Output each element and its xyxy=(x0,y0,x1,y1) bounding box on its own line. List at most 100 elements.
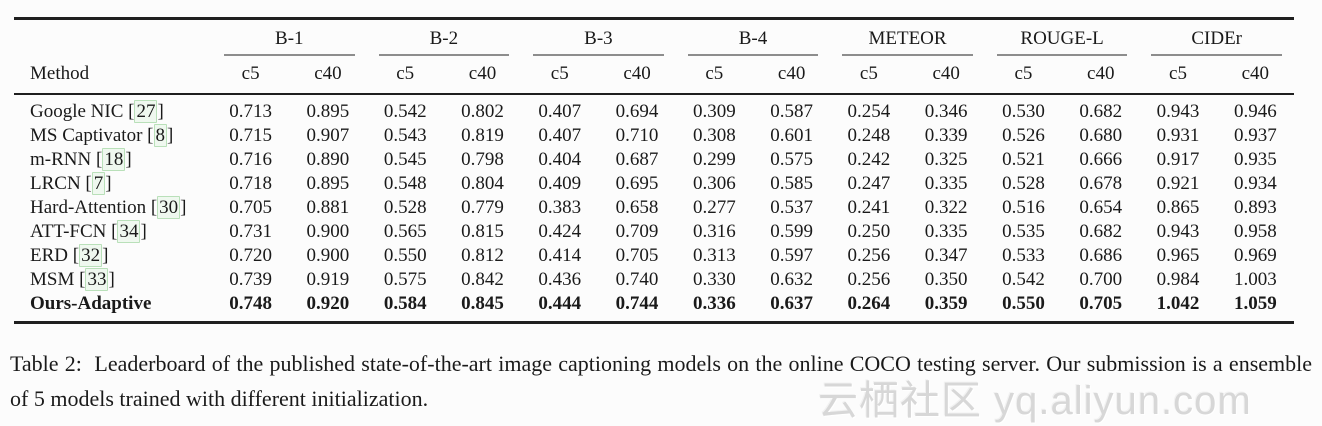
metric-value: 0.637 xyxy=(770,293,813,314)
table-caption: Table 2: Leaderboard of the published st… xyxy=(10,346,1312,416)
metric-value: 0.575 xyxy=(770,149,813,170)
metric-value: 0.943 xyxy=(1156,221,1200,242)
citation-link[interactable]: 34 xyxy=(117,220,141,243)
subheader-c40: c40 xyxy=(598,56,676,95)
metric-value: 0.528 xyxy=(383,197,427,218)
metric-value: 0.890 xyxy=(306,149,350,170)
metric-value: 0.548 xyxy=(383,173,427,194)
metric-value: 0.666 xyxy=(1079,149,1123,170)
group-header-b4: B-4 xyxy=(676,19,831,56)
metric-value: 0.335 xyxy=(924,173,968,194)
metric-value: 0.407 xyxy=(538,125,582,146)
metric-value: 0.919 xyxy=(306,269,350,290)
method-cell: Ours-Adaptive xyxy=(30,293,152,314)
metric-value: 0.937 xyxy=(1233,125,1277,146)
metric-value: 0.521 xyxy=(1002,149,1045,170)
table-row: MS Captivator [8] 0.715 0.907 0.543 0.819 0.4… xyxy=(14,124,1294,148)
citation-link[interactable]: 8 xyxy=(153,124,167,147)
metric-value: 0.308 xyxy=(692,125,736,146)
group-label-meteor: METEOR xyxy=(842,28,973,56)
metric-value: 0.347 xyxy=(924,245,968,266)
table-row: ATT-FCN [34] 0.731 0.900 0.565 0.815 0.424 0.7… xyxy=(14,220,1294,244)
table-row: LRCN [7] 0.718 0.895 0.548 0.804 0.409 0.695 0.… xyxy=(14,172,1294,196)
metric-value: 0.543 xyxy=(383,125,427,146)
metric-value: 0.241 xyxy=(847,197,891,218)
group-label-b4: B-4 xyxy=(687,28,819,56)
metric-value: 1.042 xyxy=(1156,293,1200,314)
subheader-c5: c5 xyxy=(366,56,444,95)
metric-value: 0.695 xyxy=(615,173,659,194)
metric-value: 0.350 xyxy=(924,269,968,290)
citation-link[interactable]: 27 xyxy=(134,100,158,123)
group-header-b2: B-2 xyxy=(367,19,522,56)
metric-value: 0.313 xyxy=(692,245,736,266)
results-table-body: Google NIC [27] 0.713 0.895 0.542 0.802 0.407… xyxy=(14,94,1294,323)
group-header-cider: CIDEr xyxy=(1139,19,1294,56)
group-header-meteor: METEOR xyxy=(830,19,985,56)
results-table: B-1 B-2 B-3 B-4 METEOR ROUGE-L CIDEr Met… xyxy=(14,17,1294,324)
metric-value: 0.700 xyxy=(1079,269,1123,290)
method-cell: MS Captivator [8] xyxy=(30,124,174,147)
metric-value: 0.744 xyxy=(615,293,659,314)
metric-value: 0.680 xyxy=(1079,125,1123,146)
subheader-c5: c5 xyxy=(830,56,908,95)
metric-value: 0.584 xyxy=(383,293,427,314)
metric-value: 0.716 xyxy=(229,149,273,170)
metric-value: 0.575 xyxy=(383,269,427,290)
metric-value: 0.731 xyxy=(229,221,273,242)
metric-value: 0.526 xyxy=(1002,125,1045,146)
metric-value: 0.599 xyxy=(770,221,813,242)
group-header-b1: B-1 xyxy=(212,19,367,56)
metric-value: 0.325 xyxy=(924,149,968,170)
method-cell: LRCN [7] xyxy=(30,172,112,195)
metric-value: 0.718 xyxy=(229,173,273,194)
metric-value: 0.705 xyxy=(229,197,273,218)
subheader-c5: c5 xyxy=(521,56,599,95)
metric-value: 0.658 xyxy=(615,197,659,218)
metric-value: 0.632 xyxy=(770,269,813,290)
metric-value: 0.812 xyxy=(461,245,504,266)
metric-value: 0.409 xyxy=(538,173,582,194)
subheader-c40: c40 xyxy=(1062,56,1140,95)
group-header-b3: B-3 xyxy=(521,19,676,56)
metric-value: 0.748 xyxy=(229,293,273,314)
table-row: m-RNN [18] 0.716 0.890 0.545 0.798 0.404 0.687… xyxy=(14,148,1294,172)
method-column-header: Method xyxy=(14,56,212,95)
metric-value: 0.535 xyxy=(1002,221,1045,242)
citation-link[interactable]: 32 xyxy=(79,244,103,267)
group-label-cider: CIDEr xyxy=(1151,28,1282,56)
group-header-rouge-l: ROUGE-L xyxy=(985,19,1140,56)
metric-value: 0.247 xyxy=(847,173,891,194)
metric-value: 0.881 xyxy=(306,197,350,218)
metric-value: 0.550 xyxy=(383,245,427,266)
metric-value: 0.256 xyxy=(847,245,891,266)
metric-value: 0.687 xyxy=(615,149,659,170)
metric-value: 0.264 xyxy=(847,293,891,314)
citation-link[interactable]: 18 xyxy=(102,148,126,171)
metric-value: 0.715 xyxy=(229,125,273,146)
metric-value: 0.705 xyxy=(615,245,659,266)
citation-link[interactable]: 7 xyxy=(91,172,106,195)
metric-value: 0.865 xyxy=(1156,197,1200,218)
metric-value: 0.895 xyxy=(306,173,350,194)
citation-link[interactable]: 33 xyxy=(85,268,109,291)
metric-value: 0.248 xyxy=(847,125,891,146)
citation-link[interactable]: 30 xyxy=(157,196,181,219)
metric-value: 0.969 xyxy=(1233,245,1277,266)
metric-value: 0.934 xyxy=(1233,173,1277,194)
metric-value: 0.528 xyxy=(1002,173,1045,194)
metric-value: 0.530 xyxy=(1002,101,1045,122)
method-header-spacer xyxy=(14,19,212,57)
metric-value: 0.597 xyxy=(770,245,813,266)
metric-value: 0.958 xyxy=(1233,221,1277,242)
metric-value: 0.921 xyxy=(1156,173,1200,194)
metric-value: 0.815 xyxy=(461,221,504,242)
metric-value: 1.003 xyxy=(1233,269,1277,290)
table-row: Hard-Attention [30] 0.705 0.881 0.528 0.779 0… xyxy=(14,196,1294,220)
group-label-b1: B-1 xyxy=(224,28,355,56)
metric-value: 0.946 xyxy=(1233,101,1277,122)
metric-value: 0.917 xyxy=(1156,149,1200,170)
metric-value: 0.277 xyxy=(692,197,736,218)
metric-value: 0.424 xyxy=(538,221,582,242)
metric-value: 0.682 xyxy=(1079,101,1123,122)
